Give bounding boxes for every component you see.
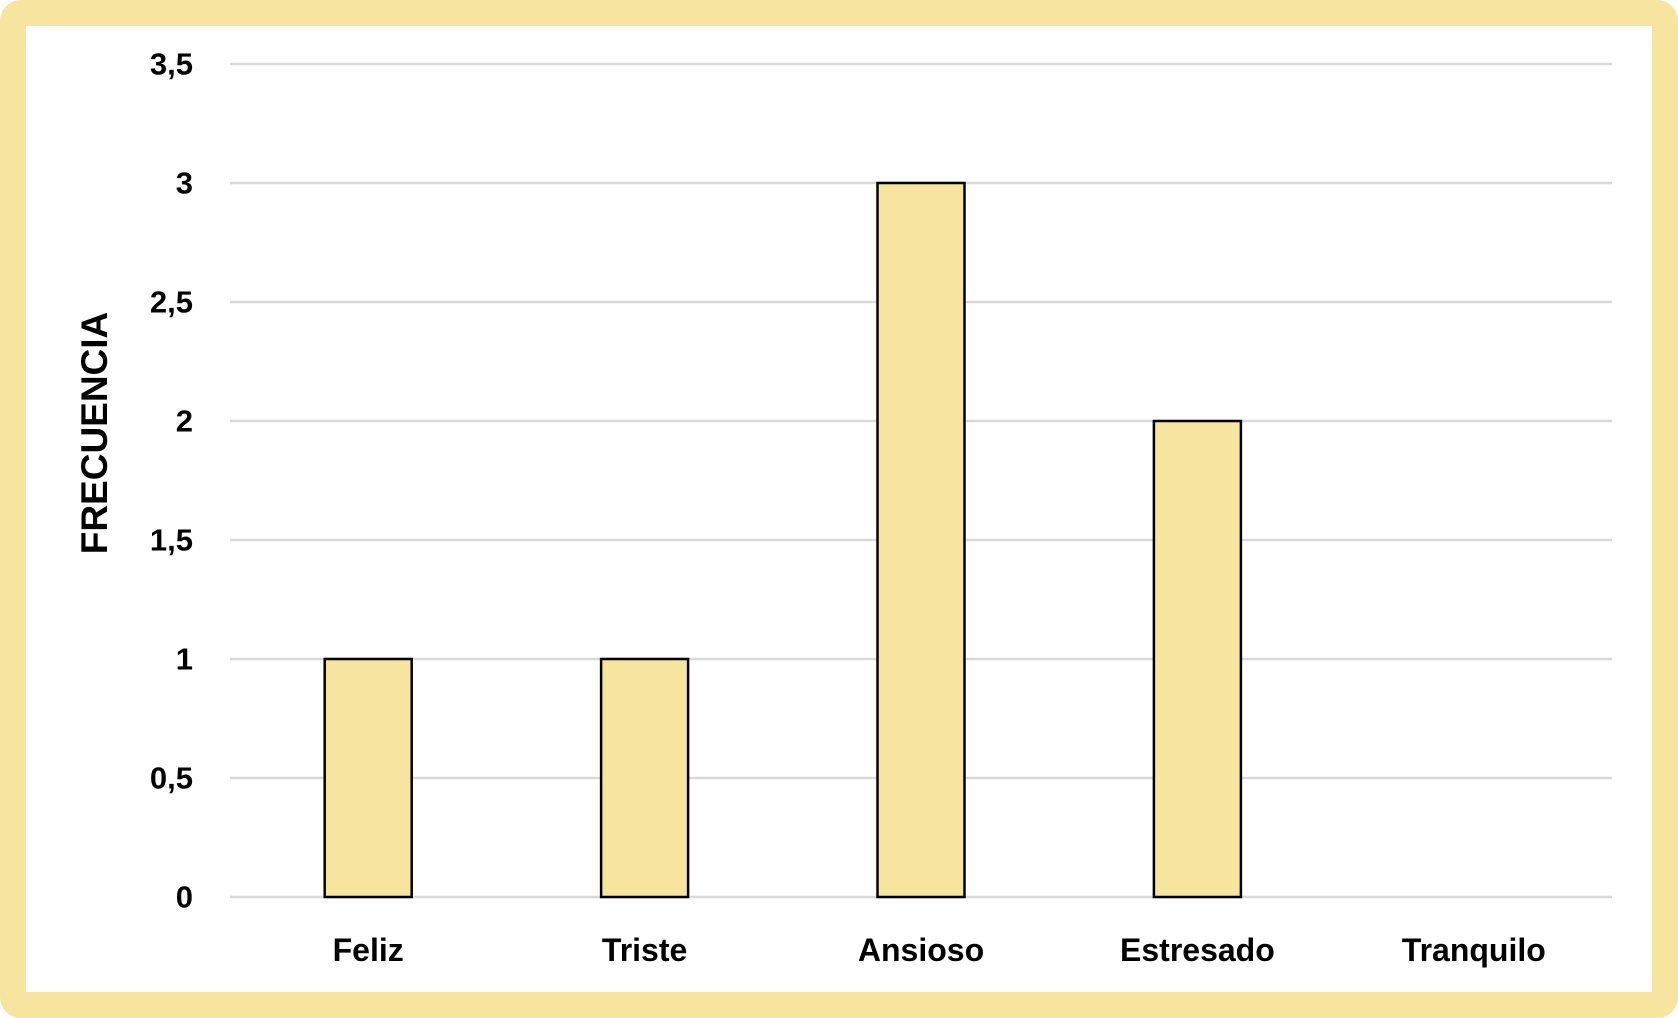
bar-ansioso [876, 181, 966, 899]
x-category-label: Tranquilo [1402, 932, 1546, 968]
y-axis-tick-labels: 0 0,5 1 1,5 2 2,5 3 3,5 [150, 47, 193, 915]
y-axis-title: FRECUENCIA [74, 312, 115, 555]
y-tick-label: 3 [176, 166, 193, 201]
x-category-label: Ansioso [858, 932, 984, 968]
y-tick-label: 2,5 [150, 285, 193, 320]
bars [323, 181, 1243, 899]
bar-triste [599, 657, 690, 899]
y-tick-label: 0,5 [150, 761, 193, 796]
x-category-label: Feliz [333, 932, 404, 968]
y-tick-label: 1,5 [150, 523, 193, 558]
bar-estresado [1152, 419, 1243, 899]
y-tick-label: 0 [176, 880, 193, 915]
x-category-label: Estresado [1120, 932, 1275, 968]
y-tick-label: 3,5 [150, 47, 193, 82]
x-axis-category-labels: Feliz Triste Ansioso Estresado Tranquilo [333, 932, 1546, 968]
x-category-label: Triste [602, 932, 687, 968]
y-tick-label: 1 [176, 642, 193, 677]
bar-feliz [323, 657, 413, 899]
y-tick-label: 2 [176, 404, 193, 439]
